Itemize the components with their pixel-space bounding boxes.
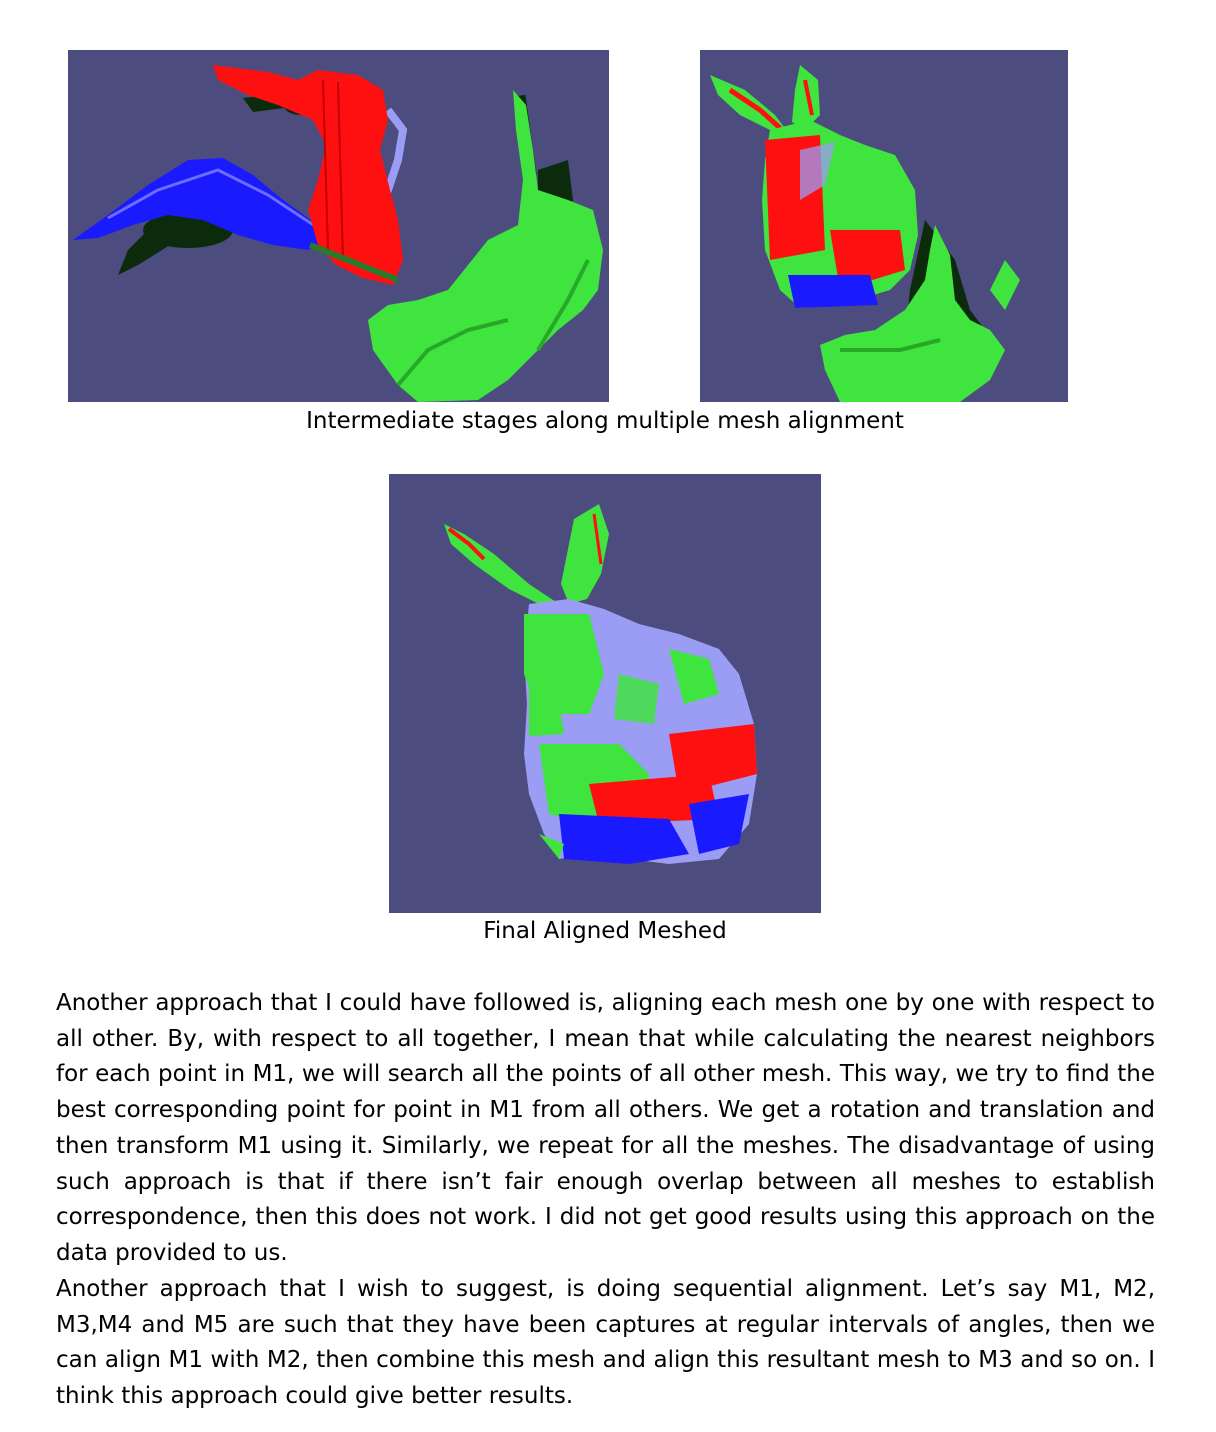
final-aligned-render xyxy=(389,474,821,913)
intermediate-render-left xyxy=(68,50,609,402)
final-aligned-caption: Final Aligned Meshed xyxy=(483,918,727,944)
mesh-illustration-final xyxy=(444,504,757,864)
paragraph-sequential-alignment: Another approach that I wish to suggest,… xyxy=(56,1276,1155,1410)
paragraph-alternative-approach: Another approach that I could have follo… xyxy=(56,990,1155,1266)
intermediate-stages-caption: Intermediate stages along multiple mesh … xyxy=(306,408,904,434)
intermediate-render-right xyxy=(700,50,1068,402)
mesh-illustration-right xyxy=(710,65,1020,402)
mesh-illustration-left xyxy=(73,65,603,402)
